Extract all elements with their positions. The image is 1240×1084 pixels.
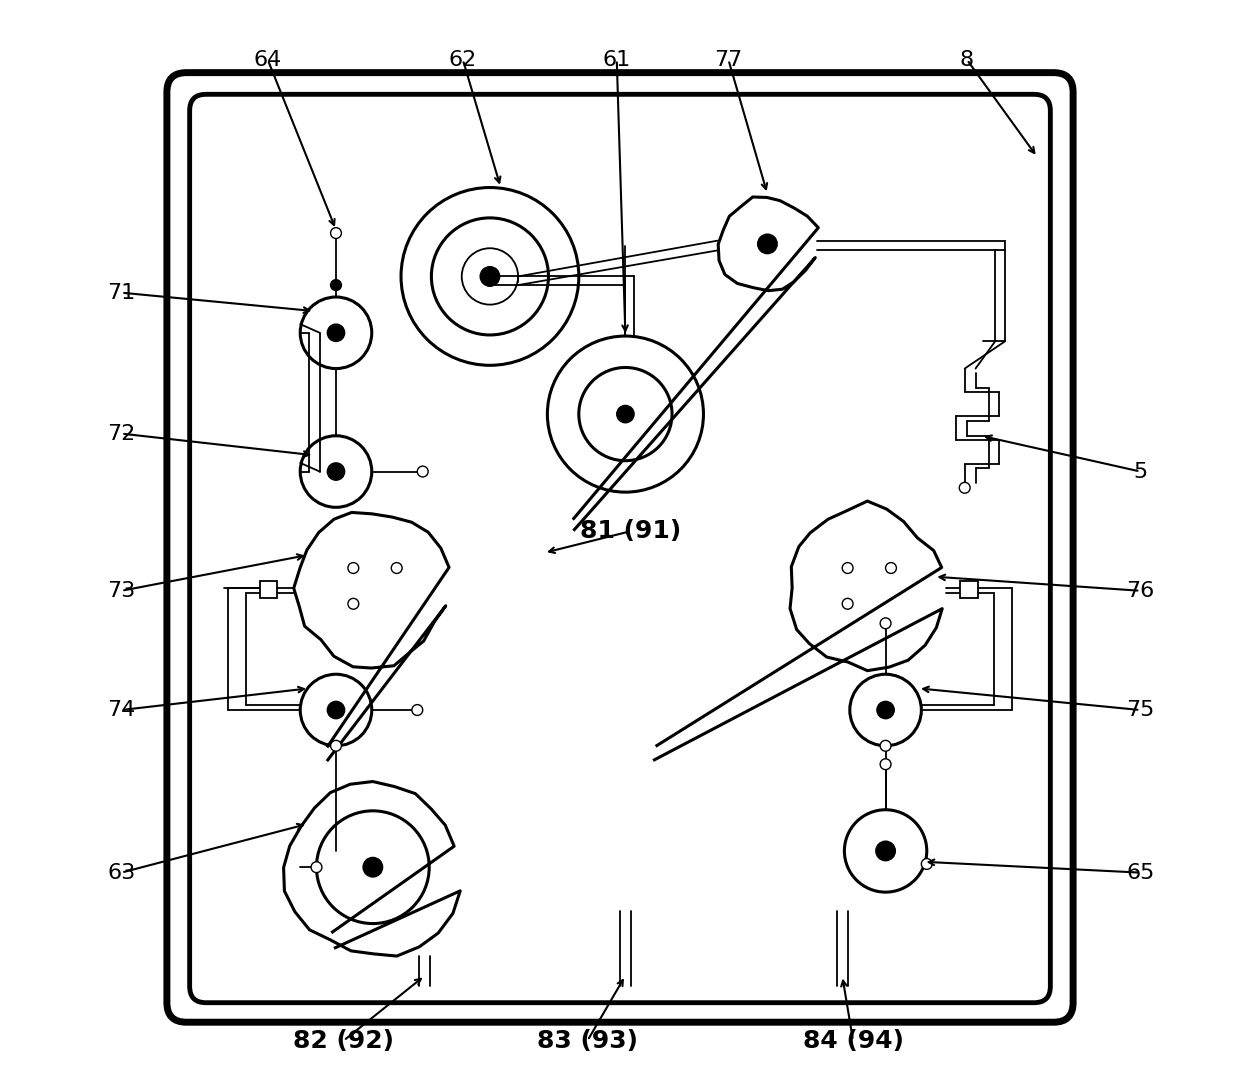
Circle shape <box>880 618 892 629</box>
Circle shape <box>327 324 345 341</box>
Circle shape <box>880 759 892 770</box>
Circle shape <box>327 463 345 480</box>
Circle shape <box>418 466 428 477</box>
Text: 71: 71 <box>107 283 135 302</box>
Circle shape <box>480 267 500 286</box>
Circle shape <box>331 740 341 751</box>
Circle shape <box>877 701 894 719</box>
Circle shape <box>392 563 402 573</box>
Circle shape <box>327 701 345 719</box>
Text: 73: 73 <box>107 581 135 601</box>
Text: 65: 65 <box>1126 863 1154 882</box>
Text: 62: 62 <box>449 50 477 69</box>
Circle shape <box>842 563 853 573</box>
Text: 75: 75 <box>1126 700 1154 720</box>
Circle shape <box>311 862 322 873</box>
Circle shape <box>921 859 932 869</box>
Text: 63: 63 <box>107 863 135 882</box>
Circle shape <box>412 705 423 715</box>
Text: 81 (91): 81 (91) <box>580 519 682 543</box>
Text: 74: 74 <box>107 700 135 720</box>
Text: 5: 5 <box>1133 462 1147 481</box>
Bar <box>960 581 977 598</box>
Text: 8: 8 <box>960 50 973 69</box>
Circle shape <box>758 234 777 254</box>
Text: 64: 64 <box>253 50 281 69</box>
Circle shape <box>842 598 853 609</box>
Circle shape <box>485 275 495 286</box>
Circle shape <box>875 841 895 861</box>
Circle shape <box>331 280 341 291</box>
Circle shape <box>348 598 358 609</box>
Circle shape <box>348 563 358 573</box>
Text: 76: 76 <box>1126 581 1154 601</box>
Circle shape <box>616 405 634 423</box>
Text: 83 (93): 83 (93) <box>537 1029 639 1053</box>
Text: 82 (92): 82 (92) <box>293 1029 394 1053</box>
Text: 77: 77 <box>714 50 743 69</box>
Circle shape <box>363 857 383 877</box>
Circle shape <box>885 563 897 573</box>
Text: 72: 72 <box>107 424 135 443</box>
Circle shape <box>960 482 970 493</box>
Bar <box>260 581 278 598</box>
Circle shape <box>331 228 341 238</box>
Text: 84 (94): 84 (94) <box>802 1029 904 1053</box>
Circle shape <box>880 740 892 751</box>
FancyBboxPatch shape <box>190 94 1050 1003</box>
Text: 61: 61 <box>603 50 631 69</box>
